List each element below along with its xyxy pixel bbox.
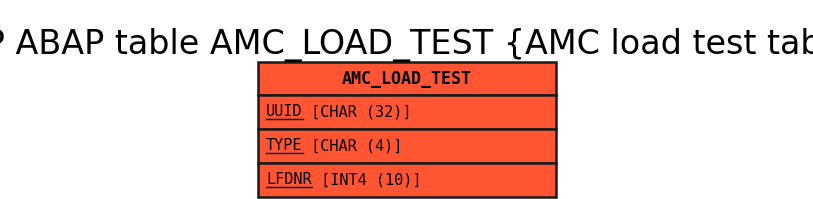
Bar xyxy=(258,163,556,197)
Text: AMC_LOAD_TEST: AMC_LOAD_TEST xyxy=(342,69,472,88)
Text: [INT4 (10)]: [INT4 (10)] xyxy=(311,173,421,187)
Text: UUID: UUID xyxy=(266,104,302,120)
Text: [CHAR (4)]: [CHAR (4)] xyxy=(302,139,403,153)
Text: [CHAR (32)]: [CHAR (32)] xyxy=(302,104,412,120)
Bar xyxy=(258,95,556,129)
Bar xyxy=(258,129,556,163)
Bar xyxy=(258,62,556,95)
Text: LFDNR: LFDNR xyxy=(266,173,311,187)
Text: TYPE: TYPE xyxy=(266,139,302,153)
Text: SAP ABAP table AMC_LOAD_TEST {AMC load test table}: SAP ABAP table AMC_LOAD_TEST {AMC load t… xyxy=(0,28,813,62)
